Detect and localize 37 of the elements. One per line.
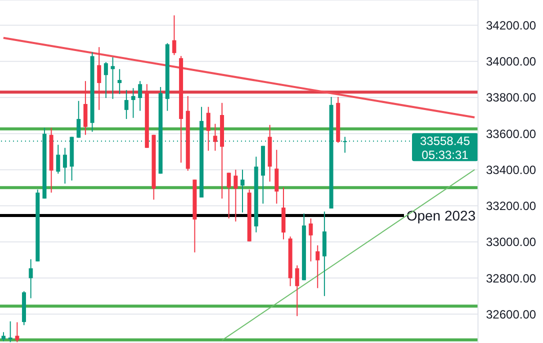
candlestick	[124, 90, 128, 120]
candlestick	[206, 106, 210, 152]
candlestick	[240, 169, 244, 213]
candlestick	[15, 322, 20, 343]
y-tick-label: 34000.00	[486, 54, 536, 69]
candlestick	[8, 320, 12, 343]
candlestick	[83, 80, 88, 136]
y-tick-label: 33600.00	[486, 126, 536, 141]
candlestick	[2, 332, 6, 342]
candlestick	[234, 169, 238, 222]
candlestick	[274, 149, 279, 204]
candlestick	[28, 258, 33, 299]
candlestick	[56, 144, 60, 174]
candlestick	[172, 14, 176, 56]
candlestick	[118, 68, 122, 95]
candlestick	[316, 244, 320, 289]
candlestick	[97, 46, 102, 110]
candlestick	[226, 172, 231, 219]
annotation: 05:33:31	[422, 148, 469, 162]
y-tick-label: 33000.00	[486, 235, 536, 250]
y-tick-label: 33200.00	[486, 199, 536, 214]
ref-line-label: Open 2023	[406, 208, 476, 224]
y-tick-label: 33400.00	[486, 162, 536, 177]
candlestick	[308, 218, 313, 262]
y-tick-label: 34200.00	[486, 18, 536, 33]
candlestick	[131, 88, 136, 118]
candlestick	[213, 123, 218, 152]
candlestick	[138, 80, 142, 112]
ref-line-label: 33558.45	[420, 134, 470, 148]
y-tick-label: 32600.00	[486, 307, 536, 322]
candlestick	[104, 62, 108, 99]
candlestick	[76, 100, 81, 138]
candlestick	[62, 147, 67, 184]
y-tick-label: 33800.00	[486, 90, 536, 105]
y-tick-label: 32800.00	[486, 271, 536, 286]
candlestick	[110, 56, 115, 100]
candlestick	[295, 264, 300, 317]
